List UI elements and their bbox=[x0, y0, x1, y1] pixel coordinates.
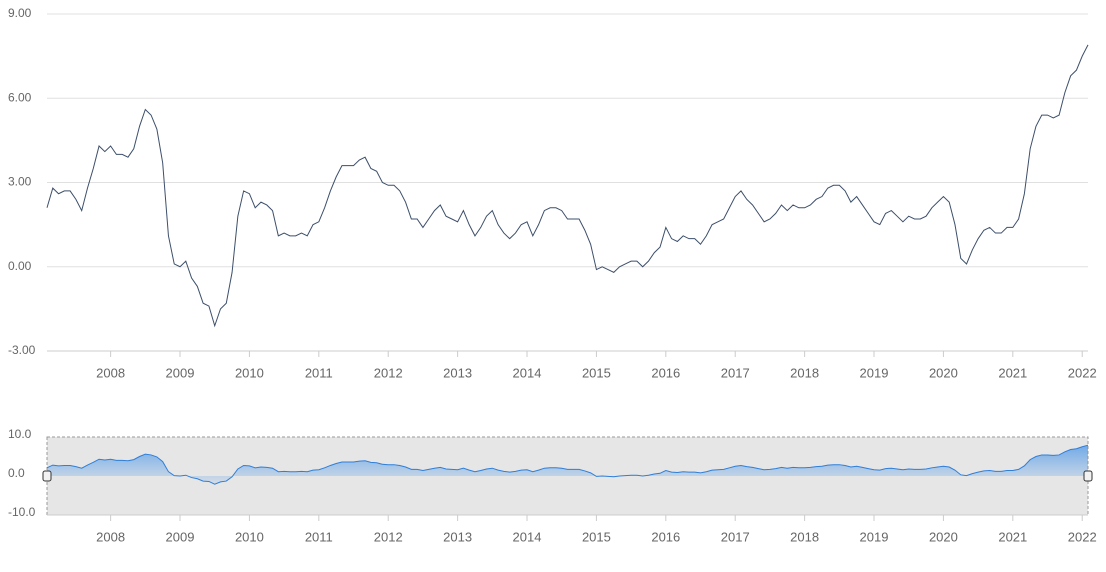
data-line bbox=[46, 44, 1089, 328]
x-tick-label: 2019 bbox=[860, 365, 889, 380]
x-tick-label: 2016 bbox=[651, 365, 680, 380]
x-tick-label: 2021 bbox=[998, 365, 1027, 380]
x-tick-label: 2008 bbox=[96, 365, 125, 380]
y-tick-label: 0.00 bbox=[8, 259, 32, 273]
y-tick-label: -10.0 bbox=[8, 505, 36, 519]
navigator-handle[interactable] bbox=[42, 470, 52, 482]
y-tick-label: 3.00 bbox=[8, 175, 32, 189]
y-tick-label: 6.00 bbox=[8, 90, 32, 104]
y-tick-label: 0.0 bbox=[8, 466, 25, 480]
navigator-line bbox=[46, 444, 1089, 485]
x-tick-label: 2012 bbox=[374, 529, 403, 544]
x-tick-label: 2017 bbox=[721, 529, 750, 544]
x-tick-label: 2015 bbox=[582, 365, 611, 380]
x-tick-label: 2022 bbox=[1068, 529, 1097, 544]
navigator-handle[interactable] bbox=[1083, 470, 1093, 482]
x-tick-label: 2014 bbox=[513, 529, 542, 544]
x-tick-label: 2018 bbox=[790, 365, 819, 380]
x-tick-label: 2010 bbox=[235, 365, 264, 380]
x-tick-label: 2019 bbox=[860, 529, 889, 544]
x-tick-label: 2014 bbox=[513, 365, 542, 380]
x-tick-label: 2013 bbox=[443, 529, 472, 544]
x-tick-label: 2011 bbox=[305, 529, 333, 544]
x-tick-label: 2013 bbox=[443, 365, 472, 380]
x-tick-label: 2020 bbox=[929, 365, 958, 380]
x-tick-label: 2015 bbox=[582, 529, 611, 544]
y-tick-label: -3.00 bbox=[8, 343, 36, 357]
x-tick-label: 2010 bbox=[235, 529, 264, 544]
x-tick-label: 2021 bbox=[998, 529, 1027, 544]
x-tick-label: 2012 bbox=[374, 365, 403, 380]
y-tick-label: 10.0 bbox=[8, 427, 32, 441]
x-tick-label: 2017 bbox=[721, 365, 750, 380]
x-tick-label: 2022 bbox=[1068, 365, 1097, 380]
x-tick-label: 2011 bbox=[305, 365, 333, 380]
x-tick-label: 2008 bbox=[96, 529, 125, 544]
x-tick-label: 2018 bbox=[790, 529, 819, 544]
x-tick-label: 2016 bbox=[651, 529, 680, 544]
x-tick-label: 2009 bbox=[166, 365, 195, 380]
y-tick-label: 9.00 bbox=[8, 6, 32, 20]
x-tick-label: 2009 bbox=[166, 529, 195, 544]
x-tick-label: 2020 bbox=[929, 529, 958, 544]
navigator-area bbox=[47, 445, 1088, 485]
